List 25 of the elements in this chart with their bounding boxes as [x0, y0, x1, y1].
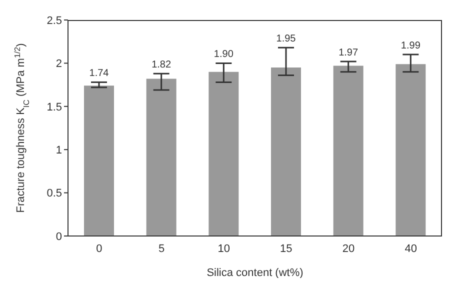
data-label: 1.82 — [152, 60, 172, 71]
data-label: 1.99 — [400, 40, 421, 52]
data-label: 1.90 — [214, 49, 234, 60]
y-tick-label: 0.5 — [46, 188, 62, 200]
data-label: 1.95 — [276, 34, 296, 45]
y-tick-label: 1.5 — [46, 101, 62, 114]
x-tick-label: 0 — [96, 242, 102, 255]
bar — [146, 78, 176, 236]
x-tick-label: 15 — [280, 242, 292, 255]
x-tick-label: 40 — [404, 242, 417, 255]
data-label: 1.74 — [89, 68, 110, 80]
bar — [271, 68, 301, 236]
bar — [84, 86, 114, 236]
x-axis-title: Silica content (wt%) — [206, 267, 304, 279]
bar — [333, 66, 364, 236]
y-tick-label: 2.5 — [46, 14, 62, 27]
y-tick-label: 1 — [56, 144, 62, 157]
x-tick-label: 10 — [218, 242, 230, 255]
y-tick-label: 0 — [56, 230, 62, 243]
x-tick-label: 5 — [158, 242, 165, 255]
x-tick-label: 20 — [342, 242, 355, 255]
bar — [208, 72, 239, 236]
y-tick-label: 2 — [56, 58, 62, 70]
data-label: 1.97 — [338, 47, 358, 58]
bar — [396, 64, 426, 236]
